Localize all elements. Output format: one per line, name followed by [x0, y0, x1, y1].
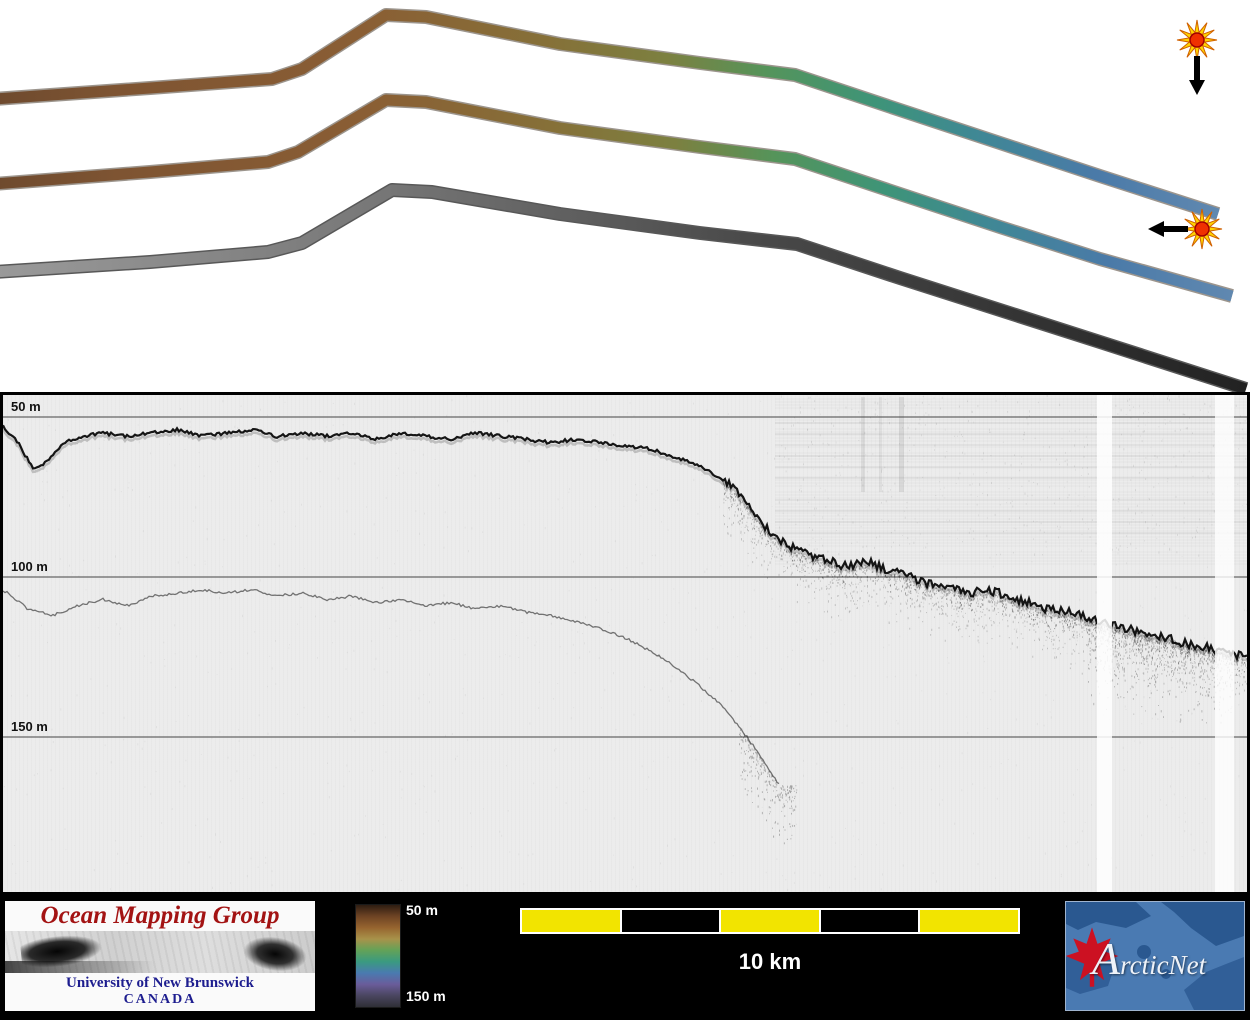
- depth-label-50m: 50 m: [11, 399, 41, 414]
- depth-colorbar: [355, 904, 401, 1008]
- sonar-target-blob-right: [240, 932, 310, 976]
- seafloor-trace-echo: [3, 428, 1247, 667]
- vertical-noise-streak: [861, 397, 865, 492]
- omg-logo: Ocean Mapping Group University of New Br…: [5, 901, 315, 1011]
- swath-line-1-edge: [0, 8, 1221, 221]
- scale-bar-label: 10 km: [738, 949, 802, 974]
- data-gap-stripe: [1097, 395, 1112, 892]
- vertical-noise-streak: [879, 397, 882, 492]
- subbottom-reflector-trace: [3, 588, 780, 785]
- sonar-shadow-streak: [5, 961, 155, 973]
- swath-art: [0, 8, 1249, 396]
- seafloor-trace: [3, 424, 1247, 663]
- subbottom-profile-panel: 50 m 100 m 150 m: [0, 392, 1250, 895]
- sun-center: [1189, 32, 1205, 48]
- omg-sonar-art: [5, 931, 315, 976]
- sun-burst-down-arrow-icon: [1176, 19, 1218, 95]
- data-gap-stripe-right: [1215, 395, 1234, 892]
- arctic-island-2: [1161, 969, 1171, 979]
- omg-country: CANADA: [123, 992, 197, 1007]
- arctic-island-1: [1137, 945, 1151, 959]
- subbottom-profile-traces: [3, 395, 1247, 892]
- depth-label-100m: 100 m: [11, 559, 48, 574]
- vertical-noise-streak: [899, 397, 904, 492]
- horizontal-banding-strong: [775, 422, 1247, 534]
- arcticnet-wordmark: ArcticNet: [1092, 933, 1207, 984]
- colorbar-top-label: 50 m: [406, 902, 438, 918]
- down-arrow-head: [1189, 80, 1205, 95]
- scale-bar-segment-black: [621, 910, 720, 932]
- scale-bar-segment-yellow: [522, 910, 620, 932]
- horizontal-banding: [775, 398, 1247, 565]
- swath-line-2-edge: [0, 93, 1234, 303]
- scale-bar-segment-yellow: [920, 910, 1018, 932]
- swath-panel: [0, 0, 1250, 396]
- arcticnet-logo: ArcticNet: [1065, 901, 1245, 1011]
- swath-line-1: [0, 9, 1220, 220]
- arctic-landmass-2: [1161, 902, 1244, 946]
- sun-center: [1194, 221, 1210, 237]
- maple-leaf-icon: [1066, 927, 1119, 987]
- sun-burst-left-arrow-icon: [1148, 208, 1223, 250]
- swath-line-3: [0, 184, 1248, 395]
- sub-seafloor-speckle: [723, 483, 1247, 703]
- left-arrow-head: [1148, 221, 1164, 237]
- arctic-landmass-3: [1184, 957, 1244, 1010]
- omg-institution: University of New Brunswick: [66, 975, 254, 991]
- depth-label-150m: 150 m: [11, 719, 48, 734]
- colorbar-bottom-label: 150 m: [406, 988, 446, 1004]
- arctic-landmass-1: [1066, 902, 1151, 930]
- swath-line-2: [0, 94, 1234, 302]
- omg-logo-title: Ocean Mapping Group: [40, 902, 280, 929]
- background-speckle: [3, 395, 1247, 892]
- scale-bar: [520, 908, 1020, 934]
- scale-bar-segment-yellow: [721, 910, 819, 932]
- reflector-tail-speckle: [739, 729, 798, 845]
- arcticnet-map-art: [1066, 902, 1244, 1010]
- scale-bar-segment-black: [820, 910, 919, 932]
- footer-bar: Ocean Mapping Group University of New Br…: [0, 895, 1250, 1020]
- subbottom-profile-image: 50 m 100 m 150 m: [3, 395, 1247, 892]
